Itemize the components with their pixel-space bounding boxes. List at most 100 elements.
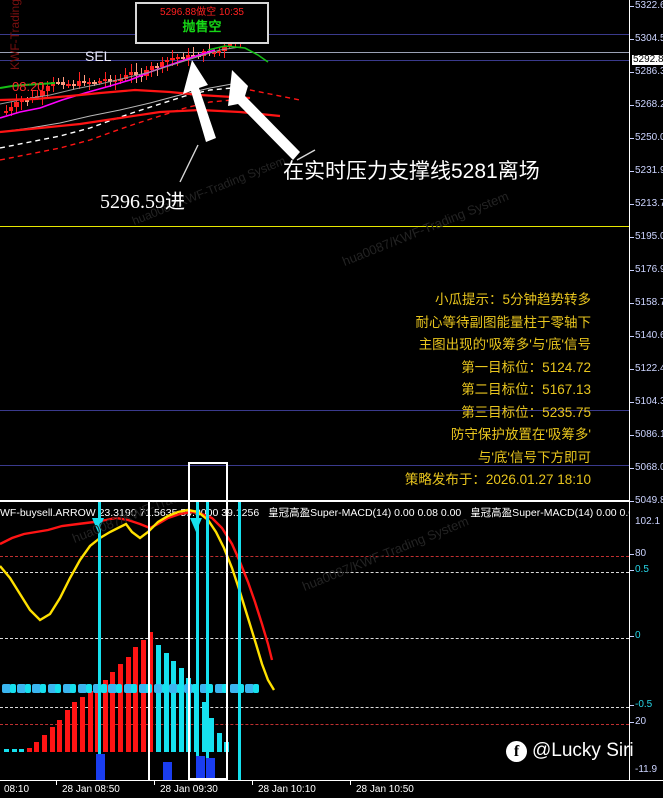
candle-wick <box>193 46 194 59</box>
vertical-signal-line <box>238 502 241 780</box>
volume-bar <box>196 756 205 780</box>
price-tick <box>630 236 663 238</box>
time-marker-label: 08:20 <box>12 79 45 94</box>
indicator-tick <box>630 553 663 555</box>
strategy-advice-block: 小瓜提示：5分钟趋势转多 耐心等待副图能量柱于零轴下 主图出现的'吸筹多'与'底'信… <box>405 289 591 492</box>
macd-histogram-bar <box>102 679 108 752</box>
signal-dot <box>78 684 87 693</box>
candle-body <box>40 90 45 96</box>
reference-line-grey <box>0 52 629 53</box>
candle-body <box>4 110 9 113</box>
macd-histogram-bar <box>209 717 215 752</box>
price-tick-label: 5304.50 <box>635 33 663 44</box>
indicator-axis[interactable]: 102.1 80 0.5 0 -0.5 20 -11.9 <box>629 500 663 780</box>
time-axis-label: 28 Jan 08:50 <box>62 784 120 795</box>
volume-bar <box>96 754 105 780</box>
indicator-panel[interactable]: WF-buysell.ARROW 23.3190 71.5635 59.0000… <box>0 500 629 780</box>
candle-body <box>92 82 97 85</box>
price-tick <box>630 71 663 73</box>
signal-dot <box>230 684 239 693</box>
candle-body <box>128 71 133 76</box>
signal-price-line: 5296.88做空 10:35 <box>160 7 244 18</box>
signal-dot <box>252 684 259 693</box>
price-tick <box>630 401 663 403</box>
highlight-box-edge <box>132 500 150 780</box>
price-tick-label: 5140.60 <box>635 330 663 341</box>
macd-histogram-bar <box>57 719 63 752</box>
indicator-tick <box>630 569 663 571</box>
indicator-header: WF-buysell.ARROW 23.3190 71.5635 59.0000… <box>0 505 629 518</box>
macd-red-line <box>0 510 274 661</box>
candle-wick <box>115 75 116 90</box>
price-tick <box>630 335 663 337</box>
macd-histogram-bar <box>156 645 161 752</box>
candle-body <box>170 58 175 61</box>
macd-histogram-bar <box>216 732 222 752</box>
advice-line-2: 主图出现的'吸筹多'与'底'信号 <box>418 337 591 352</box>
candle-body <box>9 107 14 111</box>
candle-body <box>56 81 61 84</box>
indicator-tick <box>630 721 663 723</box>
candle-body <box>191 54 196 57</box>
price-tick <box>630 500 663 502</box>
price-tick <box>630 137 663 139</box>
signal-dot <box>138 684 148 693</box>
band-upper-dashed-red <box>0 99 233 161</box>
advice-line-0: 小瓜提示：5分钟趋势转多 <box>434 292 591 307</box>
candle-body <box>76 80 81 86</box>
indicator-header-macd-2: 皇冠高盈Super-MACD(14) 0.00 0.08 0.00 <box>470 507 629 518</box>
moving-average-lines <box>0 45 301 161</box>
sel-label: SEL <box>85 48 112 64</box>
level-line-20-red <box>0 724 629 725</box>
macd-histogram-bar <box>163 652 169 752</box>
price-tick-label: 5104.30 <box>635 396 663 407</box>
ma-green-segment <box>0 82 56 89</box>
signal-dot <box>2 684 11 693</box>
time-axis[interactable]: 08:10 28 Jan 08:50 28 Jan 09:30 28 Jan 10:1… <box>0 780 663 798</box>
facebook-branding[interactable]: f @Lucky Siri <box>506 740 634 762</box>
macd-histogram-bar <box>72 702 78 752</box>
ma-magenta-line <box>0 49 216 119</box>
entry-annotation: 5296.59进 <box>100 191 185 213</box>
macd-histogram-bar <box>42 734 47 752</box>
candle-body <box>102 78 107 81</box>
macd-histogram-bar <box>34 742 40 752</box>
candle-body <box>113 80 118 83</box>
time-axis-tick <box>350 781 351 785</box>
price-axis[interactable]: 5322.65 5304.50 5286.35 5268.20 5250.05 5231.… <box>629 0 663 506</box>
signal-dot <box>131 684 138 693</box>
price-tick <box>630 269 663 271</box>
candle-body <box>212 51 217 54</box>
time-axis-label: 28 Jan 10:10 <box>258 784 316 795</box>
signal-dot <box>192 684 198 693</box>
time-axis-tick <box>252 781 253 785</box>
price-tick <box>630 467 663 469</box>
candle-body <box>66 84 71 87</box>
macd-histogram-bar <box>95 685 101 752</box>
time-axis-label: 08:10 <box>4 784 30 795</box>
main-price-panel[interactable]: hua0087/KWF-Trading System hua0087/KWF-T… <box>0 0 629 500</box>
advice-line-3: 第一目标位：5124.72 <box>461 359 591 375</box>
signal-dot <box>207 684 214 693</box>
macd-histogram-bar <box>140 639 146 752</box>
indicator-tick-label: 0 <box>635 630 641 641</box>
candle-body <box>61 82 66 86</box>
advice-line-8: 策略发布于：2026.01.27 18:10 <box>404 472 591 487</box>
reference-line-navy-top <box>0 34 629 35</box>
candle-body <box>123 75 128 79</box>
signal-dot <box>116 684 122 693</box>
candle-wick <box>177 53 179 66</box>
signal-dot <box>169 684 179 693</box>
macd-histogram-bar <box>110 672 116 752</box>
candle-body <box>227 42 232 47</box>
price-tick-label: 5086.15 <box>635 429 663 440</box>
macd-histogram-bar <box>4 749 9 752</box>
price-tick-label: 5068.00 <box>635 462 663 473</box>
candle-wick <box>5 104 7 115</box>
candle-body <box>180 56 185 59</box>
signal-callout-box[interactable]: 5296.88做空 10:35 抛售空 <box>135 2 269 44</box>
price-tick-label: 5286.35 <box>635 66 663 77</box>
signal-dot <box>222 684 229 693</box>
ma-grey-line <box>0 46 241 105</box>
candle-wick <box>172 50 174 66</box>
